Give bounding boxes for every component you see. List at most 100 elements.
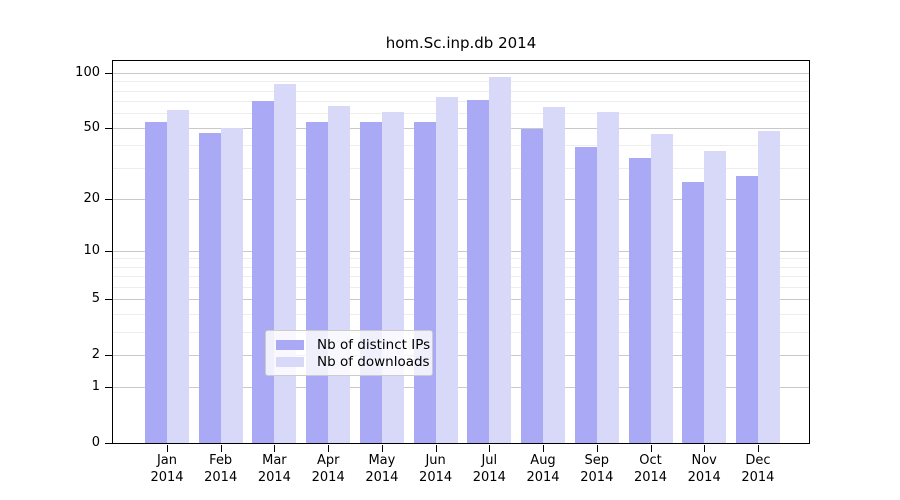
month-label: Mar — [262, 453, 287, 468]
x-tick-label-jun: Jun 2014 — [401, 452, 471, 486]
x-tick-jul — [489, 445, 491, 452]
y-tick-50 — [105, 127, 112, 129]
y-tick-20 — [105, 198, 112, 200]
bar-downloads-mar — [274, 84, 297, 443]
bar-ips-oct — [628, 158, 651, 443]
gridline-major-50 — [113, 127, 809, 129]
y-tick-1 — [105, 387, 112, 389]
y-tick-5 — [105, 299, 112, 301]
year-label: 2014 — [687, 470, 721, 485]
x-tick-apr — [328, 445, 330, 452]
month-label: Jan — [156, 453, 178, 468]
bar-downloads-jul — [489, 77, 512, 443]
bar-downloads-dec — [757, 131, 780, 443]
bar-ips-nov — [682, 181, 705, 443]
y-tick-label-100: 100 — [75, 65, 100, 80]
bar-ips-apr — [306, 121, 329, 443]
x-tick-label-sep: Sep 2014 — [562, 452, 632, 486]
gridline-minor-30 — [113, 167, 809, 169]
month-label: Jun — [425, 453, 446, 468]
month-label: Oct — [639, 453, 662, 468]
y-tick-label-1: 1 — [91, 379, 100, 395]
bar-ips-dec — [735, 175, 758, 443]
x-tick-label-feb: Feb 2014 — [186, 452, 256, 486]
bar-downloads-apr — [328, 105, 351, 443]
x-tick-label-mar: Mar 2014 — [239, 452, 309, 486]
gridline-minor-90 — [113, 81, 809, 83]
year-label: 2014 — [257, 470, 291, 485]
month-label: May — [368, 453, 396, 468]
y-tick-label-5: 5 — [91, 291, 100, 307]
gridline-major-20 — [113, 198, 809, 200]
month-label: Jul — [481, 453, 498, 468]
bar-ips-jan — [145, 121, 167, 443]
month-label: Nov — [691, 453, 717, 468]
year-label: 2014 — [204, 470, 238, 485]
legend-label-downloads: Nb of downloads — [317, 354, 430, 371]
legend-swatch-ips — [276, 339, 304, 350]
bar-downloads-may — [381, 112, 404, 443]
bar-ips-mar — [252, 101, 275, 443]
gridline-minor-6 — [113, 287, 809, 288]
gridline-major-10 — [113, 250, 809, 252]
x-tick-label-apr: Apr 2014 — [293, 452, 363, 486]
chart-title: hom.Sc.inp.db 2014 — [385, 34, 537, 52]
year-label: 2014 — [150, 470, 184, 485]
gridline-minor-8 — [113, 266, 809, 268]
year-label: 2014 — [526, 470, 560, 485]
y-tick-2 — [105, 354, 112, 356]
x-tick-label-oct: Oct 2014 — [616, 452, 686, 486]
x-tick-sep — [596, 445, 598, 452]
y-tick-label-0: 0 — [91, 435, 100, 450]
legend-row-ips: Nb of distinct IPs — [276, 337, 430, 353]
x-tick-aug — [543, 445, 544, 452]
year-label: 2014 — [365, 470, 399, 485]
y-tick-label-50: 50 — [83, 119, 100, 135]
y-tick-100 — [105, 73, 112, 74]
year-label: 2014 — [633, 470, 668, 485]
x-tick-jan — [167, 445, 168, 452]
x-tick-label-jan: Jan 2014 — [132, 452, 202, 486]
x-tick-oct — [650, 445, 652, 452]
bar-downloads-oct — [650, 134, 673, 443]
y-tick-label-2: 2 — [91, 346, 100, 362]
x-tick-feb — [220, 445, 222, 452]
x-tick-label-nov: Nov 2014 — [669, 452, 739, 486]
month-label: Apr — [316, 453, 340, 468]
y-tick-10 — [105, 250, 112, 252]
month-label: Aug — [530, 453, 556, 468]
year-label: 2014 — [580, 470, 614, 485]
year-label: 2014 — [311, 470, 345, 485]
bar-ips-jun — [413, 121, 436, 443]
gridline-minor-3 — [113, 331, 809, 333]
gridline-minor-70 — [113, 101, 809, 103]
x-tick-label-jul: Jul 2014 — [454, 452, 524, 486]
gridline-major-5 — [113, 299, 809, 301]
bar-ips-feb — [198, 132, 221, 443]
year-label: 2014 — [419, 470, 453, 485]
x-tick-dec — [757, 445, 759, 452]
bar-downloads-jan — [167, 109, 189, 443]
x-tick-jun — [435, 445, 437, 452]
bar-downloads-jun — [435, 96, 458, 443]
gridline-minor-4 — [113, 314, 809, 315]
month-label: Feb — [209, 453, 233, 468]
legend-label-ips: Nb of distinct IPs — [317, 336, 431, 353]
gridline-minor-80 — [113, 90, 809, 92]
gridline-major-1 — [113, 387, 809, 389]
x-tick-label-dec: Dec 2014 — [723, 452, 793, 486]
x-tick-nov — [704, 445, 706, 452]
year-label: 2014 — [741, 470, 775, 485]
bar-ips-sep — [574, 147, 597, 443]
month-label: Sep — [584, 453, 610, 468]
bar-downloads-feb — [220, 127, 243, 443]
bar-downloads-nov — [704, 151, 727, 443]
plot-area — [112, 60, 810, 444]
bar-ips-may — [359, 121, 382, 443]
gridline-minor-9 — [113, 258, 809, 260]
x-tick-label-aug: Aug 2014 — [508, 452, 578, 486]
year-label: 2014 — [472, 470, 506, 485]
x-tick-mar — [274, 445, 276, 452]
x-tick-label-may: May 2014 — [347, 452, 417, 486]
